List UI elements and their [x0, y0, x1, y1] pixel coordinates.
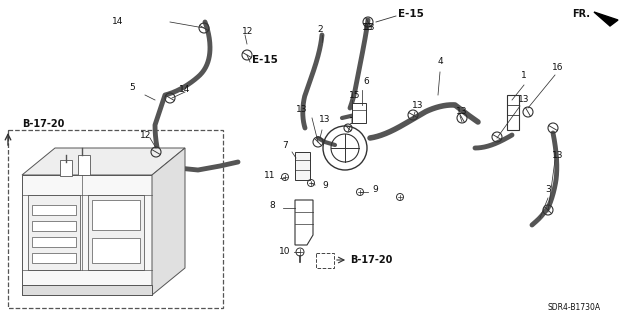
Text: 13: 13 — [362, 24, 374, 33]
Polygon shape — [152, 148, 185, 295]
FancyBboxPatch shape — [507, 95, 519, 130]
Polygon shape — [594, 12, 618, 26]
Text: E-15: E-15 — [252, 55, 278, 65]
Text: FR.: FR. — [572, 9, 590, 19]
Text: 11: 11 — [264, 172, 276, 181]
Text: 13: 13 — [552, 151, 564, 160]
Text: 8: 8 — [269, 201, 275, 210]
Polygon shape — [22, 148, 185, 175]
Text: 5: 5 — [129, 84, 135, 93]
Text: 1: 1 — [521, 70, 527, 79]
Bar — [92, 238, 140, 263]
Text: 13: 13 — [412, 100, 424, 109]
Bar — [352, 103, 366, 123]
Text: 4: 4 — [437, 57, 443, 66]
Text: 9: 9 — [322, 181, 328, 189]
Text: 16: 16 — [552, 63, 564, 72]
Text: 6: 6 — [363, 78, 369, 86]
Text: 10: 10 — [279, 248, 291, 256]
Text: 13: 13 — [456, 108, 468, 116]
Text: 7: 7 — [282, 140, 288, 150]
Text: 2: 2 — [317, 26, 323, 34]
Text: SDR4-B1730A: SDR4-B1730A — [548, 303, 601, 313]
FancyBboxPatch shape — [295, 152, 310, 180]
Bar — [8, 130, 223, 308]
Text: 13: 13 — [349, 117, 361, 127]
Bar — [316, 253, 334, 268]
Bar — [22, 175, 152, 295]
Text: 13: 13 — [364, 24, 376, 33]
Text: 13: 13 — [296, 106, 308, 115]
Text: 14: 14 — [179, 85, 191, 94]
Text: 14: 14 — [112, 18, 124, 26]
Bar — [88, 195, 144, 270]
Text: E-15: E-15 — [398, 9, 424, 19]
Bar — [32, 221, 76, 231]
Bar — [92, 200, 140, 230]
Bar — [28, 195, 80, 270]
Text: 12: 12 — [140, 130, 152, 139]
Bar — [22, 285, 152, 295]
Bar — [32, 237, 76, 247]
Text: 12: 12 — [243, 27, 253, 36]
Text: 13: 13 — [518, 95, 530, 105]
Text: 9: 9 — [372, 186, 378, 195]
Text: 3: 3 — [545, 186, 551, 195]
Text: B-17-20: B-17-20 — [22, 119, 65, 129]
Text: B-17-20: B-17-20 — [350, 255, 392, 265]
Text: 15: 15 — [349, 91, 361, 100]
Bar — [32, 205, 76, 215]
Bar — [78, 155, 90, 175]
Bar — [32, 253, 76, 263]
Text: 13: 13 — [319, 115, 331, 124]
Bar — [60, 160, 72, 176]
